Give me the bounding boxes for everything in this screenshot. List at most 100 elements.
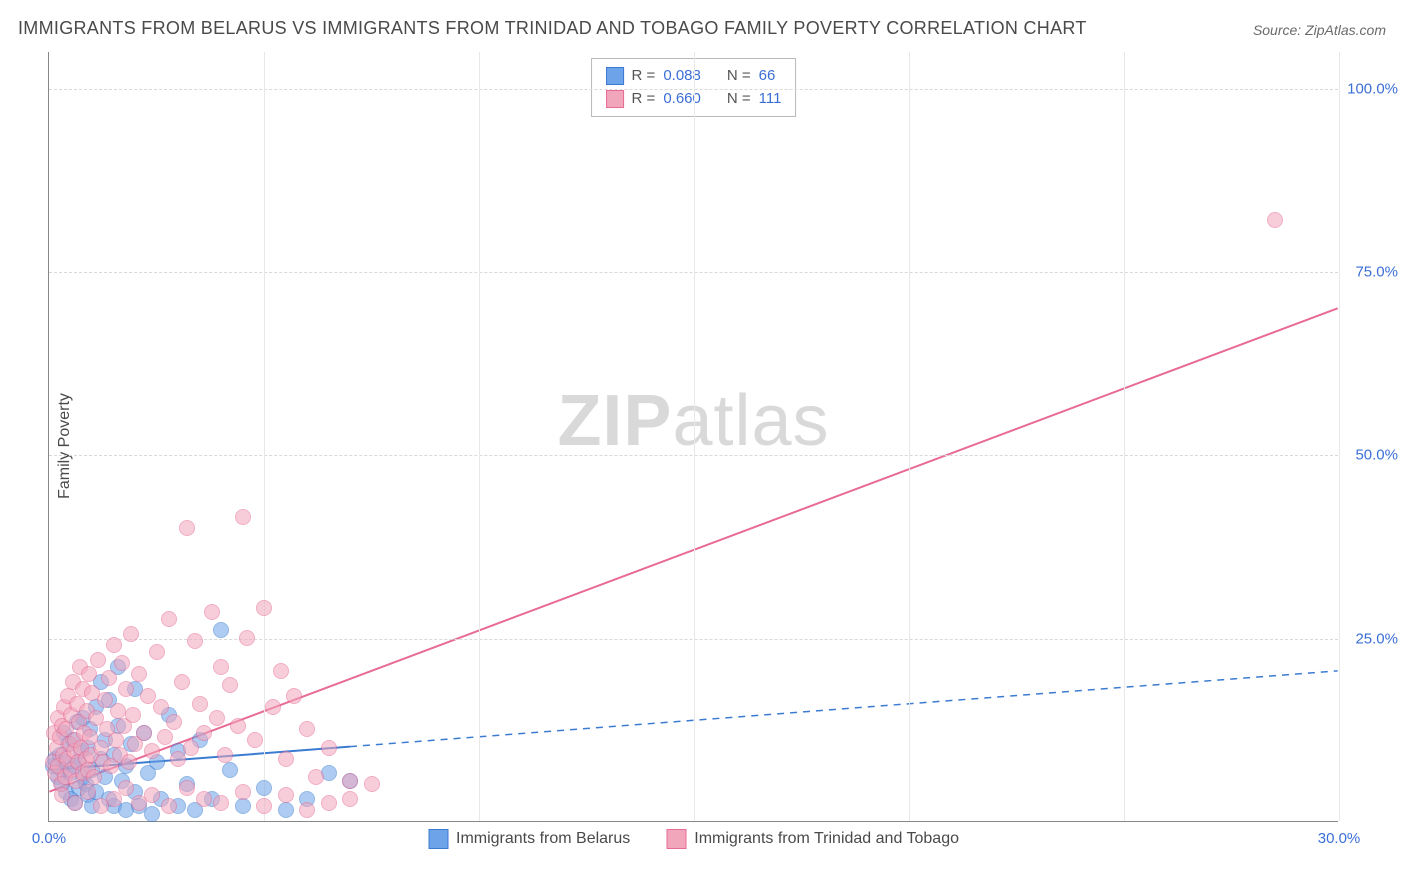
scatter-point — [286, 688, 302, 704]
scatter-point — [144, 806, 160, 822]
scatter-point — [196, 791, 212, 807]
series-legend-label: Immigrants from Trinidad and Tobago — [694, 830, 959, 848]
legend-swatch — [666, 829, 686, 849]
scatter-point — [153, 699, 169, 715]
scatter-point — [213, 659, 229, 675]
scatter-point — [179, 780, 195, 796]
scatter-point — [136, 725, 152, 741]
scatter-point — [174, 674, 190, 690]
scatter-point — [110, 703, 126, 719]
y-tick-label: 25.0% — [1343, 630, 1398, 647]
scatter-point — [204, 604, 220, 620]
scatter-point — [101, 670, 117, 686]
scatter-point — [342, 791, 358, 807]
watermark-left: ZIP — [557, 381, 672, 461]
scatter-point — [106, 637, 122, 653]
scatter-point — [222, 762, 238, 778]
gridline-v — [909, 52, 910, 821]
scatter-point — [230, 718, 246, 734]
scatter-point — [118, 681, 134, 697]
scatter-point — [213, 795, 229, 811]
scatter-point — [144, 743, 160, 759]
scatter-point — [256, 798, 272, 814]
legend-n-value: 111 — [759, 88, 782, 111]
scatter-point — [235, 798, 251, 814]
legend-n-value: 66 — [759, 65, 776, 88]
scatter-point — [247, 732, 263, 748]
scatter-point — [131, 666, 147, 682]
scatter-point — [1267, 212, 1283, 228]
gridline-v — [694, 52, 695, 821]
scatter-point — [170, 751, 186, 767]
scatter-point — [67, 795, 83, 811]
scatter-point — [144, 787, 160, 803]
scatter-point — [299, 721, 315, 737]
watermark-right: atlas — [672, 381, 829, 461]
scatter-point — [123, 626, 139, 642]
scatter-point — [90, 652, 106, 668]
legend-n-key: N = — [727, 88, 751, 111]
scatter-point — [196, 725, 212, 741]
plot-area: ZIPatlas R =0.088N =66R =0.660N =111 Imm… — [48, 52, 1338, 822]
scatter-point — [222, 677, 238, 693]
scatter-point — [217, 747, 233, 763]
scatter-point — [166, 714, 182, 730]
y-tick-label: 100.0% — [1343, 80, 1398, 97]
scatter-point — [161, 798, 177, 814]
legend-r-value: 0.660 — [663, 88, 701, 111]
chart-title: IMMIGRANTS FROM BELARUS VS IMMIGRANTS FR… — [18, 18, 1087, 39]
scatter-point — [239, 630, 255, 646]
y-tick-label: 75.0% — [1343, 264, 1398, 281]
scatter-point — [235, 784, 251, 800]
series-legend-item: Immigrants from Belarus — [428, 829, 630, 849]
series-legend-label: Immigrants from Belarus — [456, 830, 630, 848]
scatter-point — [93, 740, 109, 756]
gridline-v — [479, 52, 480, 821]
scatter-point — [86, 769, 102, 785]
scatter-point — [108, 732, 124, 748]
series-legend-item: Immigrants from Trinidad and Tobago — [666, 829, 959, 849]
scatter-point — [209, 710, 225, 726]
gridline-v — [1124, 52, 1125, 821]
legend-n-key: N = — [727, 65, 751, 88]
scatter-point — [299, 802, 315, 818]
scatter-point — [278, 802, 294, 818]
scatter-point — [81, 666, 97, 682]
scatter-point — [364, 776, 380, 792]
scatter-point — [213, 622, 229, 638]
scatter-point — [149, 644, 165, 660]
scatter-point — [161, 611, 177, 627]
scatter-point — [187, 633, 203, 649]
legend-r-key: R = — [632, 88, 656, 111]
scatter-point — [265, 699, 281, 715]
legend-r-key: R = — [632, 65, 656, 88]
scatter-point — [114, 655, 130, 671]
scatter-point — [183, 740, 199, 756]
gridline-v — [1339, 52, 1340, 821]
series-legend: Immigrants from Belarus Immigrants from T… — [428, 829, 959, 849]
scatter-point — [106, 791, 122, 807]
source-label: Source: ZipAtlas.com — [1253, 22, 1386, 38]
scatter-point — [256, 600, 272, 616]
legend-swatch — [606, 90, 624, 108]
scatter-point — [179, 520, 195, 536]
scatter-point — [256, 780, 272, 796]
legend-swatch — [428, 829, 448, 849]
scatter-point — [273, 663, 289, 679]
scatter-point — [80, 784, 96, 800]
scatter-point — [125, 707, 141, 723]
scatter-point — [192, 696, 208, 712]
x-tick-label: 30.0% — [1318, 830, 1361, 847]
scatter-point — [308, 769, 324, 785]
scatter-point — [342, 773, 358, 789]
scatter-point — [157, 729, 173, 745]
y-tick-label: 50.0% — [1343, 447, 1398, 464]
scatter-point — [235, 509, 251, 525]
scatter-point — [278, 751, 294, 767]
scatter-point — [278, 787, 294, 803]
scatter-point — [121, 754, 137, 770]
scatter-point — [321, 740, 337, 756]
legend-r-value: 0.088 — [663, 65, 701, 88]
scatter-point — [118, 780, 134, 796]
x-tick-label: 0.0% — [32, 830, 66, 847]
